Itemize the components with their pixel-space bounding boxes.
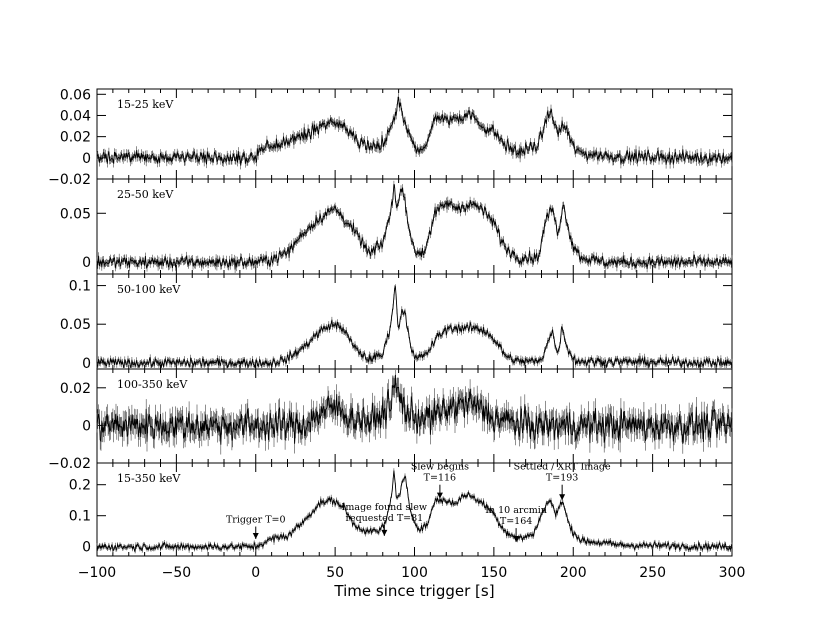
error-bars-4 [96, 370, 733, 455]
x-tick-label: 200 [560, 565, 587, 581]
x-axis-title: Time since trigger [s] [333, 582, 494, 600]
band-label: 15-350 keV [117, 472, 181, 485]
annotation-text: Image found slew [342, 502, 427, 513]
x-tick-label: 150 [481, 565, 508, 581]
annotation-1: Trigger T=0 [226, 515, 286, 539]
y-tick-label: 0 [82, 418, 91, 434]
annotation-arrowhead [436, 492, 443, 499]
band-label: 25-50 keV [117, 188, 174, 201]
x-tick-label: 300 [719, 565, 746, 581]
annotation-arrowhead [252, 532, 259, 539]
panel-1: −0.02 0 0.02 0.04 0.06 15-25 keV [48, 87, 733, 188]
annotation-arrowhead [513, 536, 520, 543]
annotation-text: T=193 [546, 473, 578, 484]
annotation-text: T=164 [500, 516, 532, 527]
annotation-text: requested T=81 [345, 513, 423, 524]
y-tick-label: 0.05 [60, 206, 91, 222]
panel-3: 0 0.05 0.1 50-100 keV [60, 273, 733, 372]
annotation-arrowhead [381, 529, 388, 536]
panel-2: 0 0.05 25-50 keV [60, 178, 733, 275]
series-50-100-keV [97, 285, 733, 369]
y-tick-label: 0 [82, 540, 91, 556]
annotation-text: Trigger T=0 [226, 515, 286, 526]
x-tick-label: 50 [326, 565, 344, 581]
y-tick-label: 0.02 [60, 130, 91, 146]
panel-frame [96, 273, 733, 370]
y-tick-label: 0.05 [60, 317, 91, 333]
band-label: 100-350 keV [117, 378, 188, 391]
annotation-text: T=116 [424, 473, 456, 484]
y-tick-label: 0 [82, 151, 91, 167]
panel-4: −0.02 0 0.02 100-350 keV [48, 368, 733, 472]
panel-5: 0 0.1 0.2 15-350 keV Trigger T=0 Image found … [69, 462, 733, 557]
band-label: 50-100 keV [117, 283, 181, 296]
x-tick-label: −50 [162, 565, 192, 581]
y-tick-label: −0.02 [48, 456, 91, 472]
y-tick-label: 0.06 [60, 87, 91, 103]
y-tick-label: 0.2 [69, 478, 91, 494]
y-tick-label: 0.02 [60, 381, 91, 397]
series-15-350-keV [96, 470, 733, 553]
x-tick-label: −100 [78, 565, 116, 581]
annotation-text: In 10 arcmin [485, 505, 547, 516]
annotation-text: Settled / XRT Image [514, 462, 611, 473]
x-tick-label: 100 [401, 565, 428, 581]
y-tick-label: 0 [82, 255, 91, 271]
x-tick-label: 0 [251, 565, 260, 581]
y-tick-label: 0.1 [69, 509, 91, 525]
annotation-text: Slew begins [411, 462, 469, 473]
series-25-50-keV [96, 184, 733, 270]
y-tick-label: 0.1 [69, 279, 91, 295]
annotation-arrowhead [559, 494, 566, 501]
series-100-350-keV [96, 374, 733, 445]
y-tick-label: 0.04 [60, 108, 91, 124]
error-bars-3 [96, 284, 733, 368]
y-tick-label: −0.02 [48, 172, 91, 188]
series-15-25-keV [96, 96, 733, 166]
band-label: 15-25 keV [117, 98, 174, 111]
y-tick-label: 0 [82, 356, 91, 372]
panel-frame [96, 88, 733, 180]
x-tick-label: 250 [639, 565, 666, 581]
